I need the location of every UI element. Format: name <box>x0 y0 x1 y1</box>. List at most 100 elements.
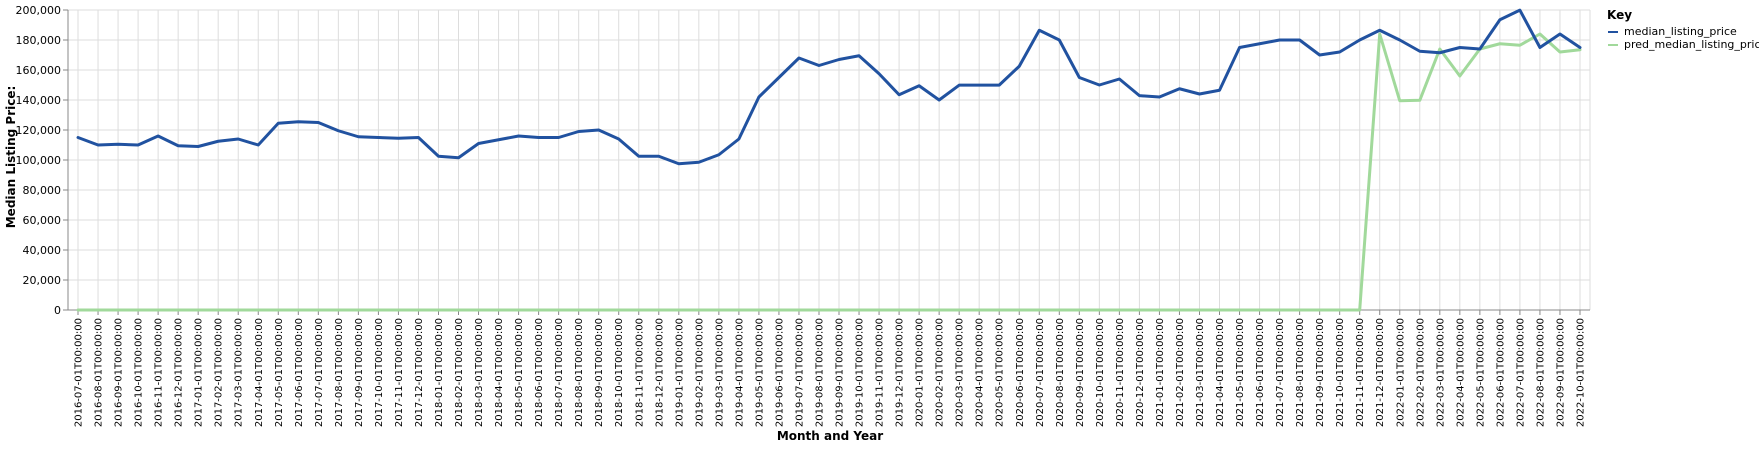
y-tick-label: 100,000 <box>16 154 62 167</box>
x-tick-label: 2021-09-01T00:00:00 <box>1315 318 1326 427</box>
y-tick-label: 60,000 <box>23 214 62 227</box>
x-tick-label: 2020-12-01T00:00:00 <box>1135 318 1146 427</box>
x-tick-label: 2019-06-01T00:00:00 <box>774 318 785 427</box>
x-tick-label: 2021-02-01T00:00:00 <box>1175 318 1186 427</box>
x-tick-label: 2018-07-01T00:00:00 <box>554 318 565 427</box>
x-tick-label: 2019-10-01T00:00:00 <box>855 318 866 427</box>
x-tick-label: 2019-03-01T00:00:00 <box>714 318 725 427</box>
x-tick-label: 2019-02-01T00:00:00 <box>694 318 705 427</box>
x-tick-label: 2020-10-01T00:00:00 <box>1095 318 1106 427</box>
legend-item-median-listing-price: median_listing_price <box>1608 25 1737 38</box>
x-tick-label: 2017-06-01T00:00:00 <box>294 318 305 427</box>
y-axis-title: Median Listing Price: <box>4 86 18 229</box>
series-line-median-listing-price <box>76 8 1582 166</box>
x-tick-label: 2021-05-01T00:00:00 <box>1235 318 1246 427</box>
x-tick-label: 2022-04-01T00:00:00 <box>1455 318 1466 427</box>
series-line-pred-median-listing-price <box>76 32 1582 312</box>
x-tick-label: 2019-11-01T00:00:00 <box>875 318 886 427</box>
x-tick-label: 2021-06-01T00:00:00 <box>1255 318 1266 427</box>
x-tick-label: 2016-12-01T00:00:00 <box>174 318 185 427</box>
x-axis-title: Month and Year <box>777 429 883 443</box>
x-tick-label: 2017-01-01T00:00:00 <box>194 318 205 427</box>
x-tick-label: 2022-10-01T00:00:00 <box>1575 318 1586 427</box>
legend-item-pred-median-listing-price: pred_median_listing_price <box>1608 38 1759 51</box>
x-tick-label: 2017-11-01T00:00:00 <box>394 318 405 427</box>
grid-lines <box>68 9 1591 311</box>
y-tick-label: 120,000 <box>16 124 62 137</box>
x-tick-label: 2022-03-01T00:00:00 <box>1435 318 1446 427</box>
x-tick-label: 2021-08-01T00:00:00 <box>1295 318 1306 427</box>
x-tick-label: 2021-01-01T00:00:00 <box>1155 318 1166 427</box>
x-tick-label: 2017-12-01T00:00:00 <box>414 318 425 427</box>
x-tick-label: 2022-01-01T00:00:00 <box>1395 318 1406 427</box>
x-tick-label: 2017-10-01T00:00:00 <box>374 318 385 427</box>
axes: 0 20,000 40,000 60,000 80,000 100,000 120,000 1… <box>16 4 1590 427</box>
x-tick-label: 2018-08-01T00:00:00 <box>574 318 585 427</box>
y-tick-label: 80,000 <box>23 184 62 197</box>
x-tick-label: 2020-11-01T00:00:00 <box>1115 318 1126 427</box>
x-tick-label: 2021-11-01T00:00:00 <box>1355 318 1366 427</box>
x-tick-label: 2018-04-01T00:00:00 <box>494 318 505 427</box>
x-tick-label: 2017-04-01T00:00:00 <box>254 318 265 427</box>
x-tick-label: 2020-05-01T00:00:00 <box>995 318 1006 427</box>
x-tick-label: 2020-07-01T00:00:00 <box>1035 318 1046 427</box>
x-tick-label: 2019-07-01T00:00:00 <box>794 318 805 427</box>
x-tick-label: 2021-12-01T00:00:00 <box>1375 318 1386 427</box>
x-tick-label: 2019-09-01T00:00:00 <box>835 318 846 427</box>
x-tick-label: 2021-03-01T00:00:00 <box>1195 318 1206 427</box>
x-tick-label: 2019-08-01T00:00:00 <box>814 318 825 427</box>
x-tick-label: 2020-01-01T00:00:00 <box>915 318 926 427</box>
x-tick-label: 2022-08-01T00:00:00 <box>1535 318 1546 427</box>
legend: Key median_listing_price pred_median_lis… <box>1607 8 1759 51</box>
x-tick-label: 2022-06-01T00:00:00 <box>1495 318 1506 427</box>
y-tick-label: 180,000 <box>16 34 62 47</box>
x-tick-label: 2017-09-01T00:00:00 <box>354 318 365 427</box>
x-tick-label: 2018-12-01T00:00:00 <box>654 318 665 427</box>
legend-label-pred-median-listing-price: pred_median_listing_price <box>1624 38 1759 51</box>
legend-title: Key <box>1607 8 1632 22</box>
x-tick-label: 2020-09-01T00:00:00 <box>1075 318 1086 427</box>
x-tick-label: 2016-10-01T00:00:00 <box>134 318 145 427</box>
x-tick-label: 2022-05-01T00:00:00 <box>1475 318 1486 427</box>
x-tick-label: 2019-04-01T00:00:00 <box>734 318 745 427</box>
series-lines <box>76 8 1582 312</box>
y-tick-label: 160,000 <box>16 64 62 77</box>
x-tick-label: 2020-03-01T00:00:00 <box>955 318 966 427</box>
x-tick-label: 2017-07-01T00:00:00 <box>314 318 325 427</box>
x-tick-label: 2016-08-01T00:00:00 <box>94 318 105 427</box>
y-tick-label: 40,000 <box>23 244 62 257</box>
y-tick-label: 0 <box>54 304 61 317</box>
x-tick-label: 2016-11-01T00:00:00 <box>154 318 165 427</box>
x-tick-label: 2016-09-01T00:00:00 <box>114 318 125 427</box>
y-tick-label: 20,000 <box>23 274 62 287</box>
y-tick-label: 140,000 <box>16 94 62 107</box>
x-tick-label: 2017-03-01T00:00:00 <box>234 318 245 427</box>
x-tick-label: 2020-08-01T00:00:00 <box>1055 318 1066 427</box>
x-tick-label: 2018-02-01T00:00:00 <box>454 318 465 427</box>
x-tick-label: 2019-12-01T00:00:00 <box>895 318 906 427</box>
x-tick-label: 2018-06-01T00:00:00 <box>534 318 545 427</box>
x-tick-label: 2019-05-01T00:00:00 <box>754 318 765 427</box>
x-tick-label: 2021-10-01T00:00:00 <box>1335 318 1346 427</box>
x-tick-label: 2020-04-01T00:00:00 <box>975 318 986 427</box>
legend-label-median-listing-price: median_listing_price <box>1624 25 1737 38</box>
x-tick-label: 2022-09-01T00:00:00 <box>1555 318 1566 427</box>
x-tick-label: 2020-02-01T00:00:00 <box>935 318 946 427</box>
x-tick-label: 2017-08-01T00:00:00 <box>334 318 345 427</box>
x-tick-label: 2018-01-01T00:00:00 <box>434 318 445 427</box>
x-tick-label: 2019-01-01T00:00:00 <box>674 318 685 427</box>
x-tick-label: 2018-10-01T00:00:00 <box>614 318 625 427</box>
x-tick-label: 2017-02-01T00:00:00 <box>214 318 225 427</box>
y-tick-label: 200,000 <box>16 4 62 17</box>
x-tick-label: 2018-05-01T00:00:00 <box>514 318 525 427</box>
x-tick-label: 2021-07-01T00:00:00 <box>1275 318 1286 427</box>
x-tick-label: 2021-04-01T00:00:00 <box>1215 318 1226 427</box>
x-tick-label: 2022-07-01T00:00:00 <box>1515 318 1526 427</box>
x-tick-label: 2017-05-01T00:00:00 <box>274 318 285 427</box>
x-tick-label: 2020-06-01T00:00:00 <box>1015 318 1026 427</box>
x-tick-label: 2018-09-01T00:00:00 <box>594 318 605 427</box>
x-tick-label: 2018-11-01T00:00:00 <box>634 318 645 427</box>
x-tick-label: 2016-07-01T00:00:00 <box>74 318 85 427</box>
